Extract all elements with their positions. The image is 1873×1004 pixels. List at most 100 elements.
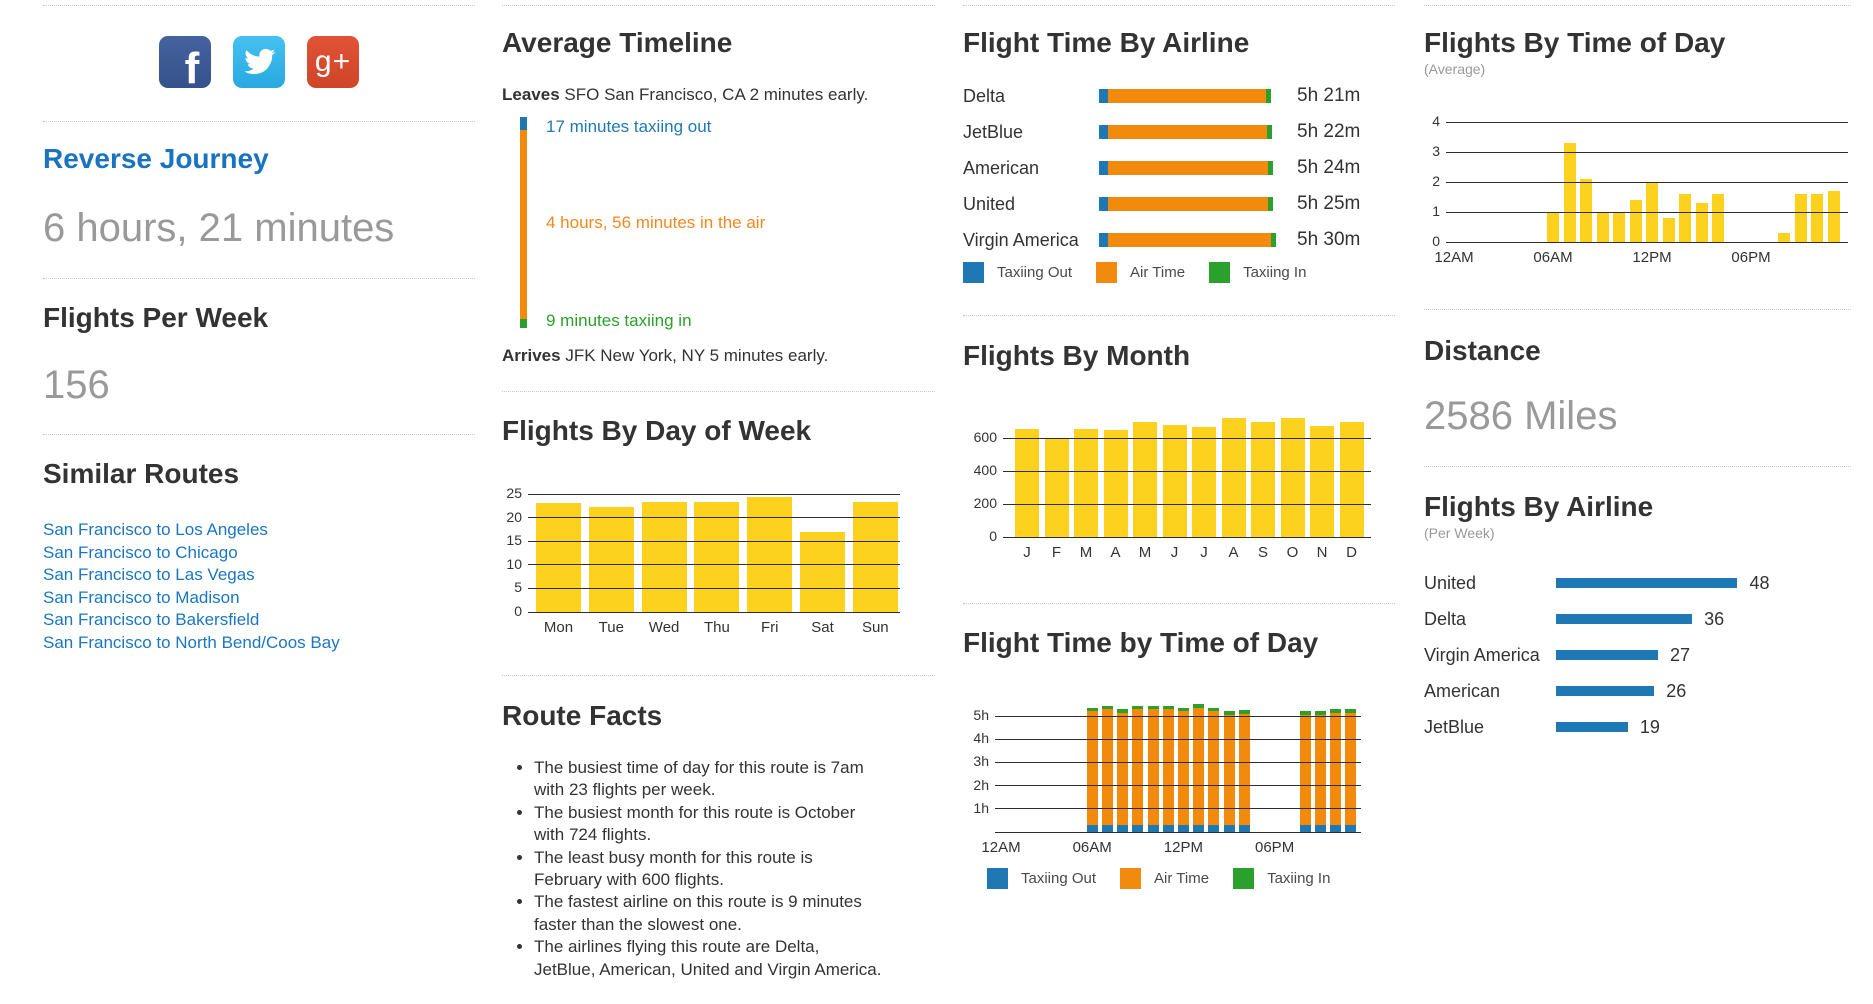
legend-label: Air Time: [1154, 870, 1210, 887]
bar: [1086, 707, 1098, 832]
bar: [1580, 179, 1592, 242]
x-axis-tick-label: A: [1110, 544, 1121, 561]
yellow-bar-segment: [1695, 203, 1708, 242]
taxiing-out-legend-swatch: [963, 262, 984, 283]
average-timeline-graphic: 17 minutes taxiing out 4 hours, 56 minut…: [502, 115, 935, 333]
x-axis-tick-label: Sat: [811, 619, 834, 636]
route-fact-item: The busiest time of day for this route i…: [534, 757, 882, 802]
bar: [1310, 426, 1334, 537]
bar: [1074, 428, 1098, 537]
gridline: [995, 785, 1361, 787]
airline-name-label: Virgin America: [1424, 644, 1540, 665]
facebook-share-icon[interactable]: f: [159, 36, 211, 88]
chart-plot-area: 1h 2h 3h 4h 5h 12AM 06AM 12PM 06PM: [973, 702, 1361, 856]
air-time-segment: [1314, 714, 1326, 826]
similar-route-link[interactable]: San Francisco to Madison: [43, 587, 240, 607]
arrives-line: Arrives JFK New York, NY 5 minutes early…: [502, 345, 935, 366]
taxiing-out-segment: [1099, 233, 1109, 247]
y-axis-tick-label: 25: [506, 485, 522, 501]
flight-time-by-airline-title: Flight Time By Airline: [963, 27, 1250, 58]
yellow-bar-segment: [1778, 233, 1790, 242]
x-axis-tick-label: A: [1228, 544, 1239, 561]
taxiing-out-segment: [1314, 825, 1326, 832]
airline-name-label: American: [1424, 680, 1501, 701]
x-axis-tick-label: J: [1170, 544, 1179, 561]
yellow-bar-segment: [588, 506, 634, 612]
x-axis-tick-label: Fri: [760, 619, 779, 636]
bar: [588, 506, 634, 612]
taxiing-out-segment: [1299, 825, 1311, 832]
x-axis-tick-label: F: [1051, 544, 1062, 561]
similar-route-item: San Francisco to North Bend/Coos Bay: [43, 632, 475, 655]
airline-time-row: United 5h 25m: [963, 186, 1395, 222]
divider: [1424, 5, 1851, 6]
twitter-share-icon[interactable]: [233, 36, 285, 88]
timeline-bar: [520, 117, 527, 328]
similar-route-link[interactable]: San Francisco to North Bend/Coos Bay: [43, 632, 340, 652]
flight-time-value: 5h 22m: [1297, 121, 1361, 142]
bar: [1238, 710, 1250, 832]
similar-route-link[interactable]: San Francisco to Las Vegas: [43, 565, 255, 584]
flights-count-bar: [1556, 722, 1628, 732]
gridline: [1446, 241, 1848, 243]
divider: [1424, 466, 1851, 467]
chart-plot-area: 0 200 400 600 J F M A M J J A S O N D: [974, 415, 1371, 561]
airline-name-label: JetBlue: [1424, 716, 1485, 737]
flights-count-value: 48: [1749, 572, 1770, 593]
taxiing-out-label: 17 minutes taxiing out: [546, 117, 712, 136]
y-axis-tick-label: 10: [506, 555, 522, 572]
taxiing-in-segment: [1329, 709, 1341, 713]
divider: [43, 278, 475, 279]
bar: [1695, 203, 1708, 242]
legend-label: Taxiing Out: [1021, 870, 1097, 887]
bar: [1044, 438, 1069, 537]
air-time-segment: [1108, 161, 1268, 175]
air-time-segment: [1101, 709, 1113, 826]
divider: [963, 315, 1395, 316]
bar: [1193, 704, 1205, 832]
similar-route-link[interactable]: San Francisco to Los Angeles: [43, 520, 268, 539]
y-axis-tick-label: 1: [1432, 203, 1440, 219]
flight-time-by-airline-chart: Delta 5h 21m JetBlue 5h 22m American 5h 24m Un…: [963, 78, 1395, 258]
taxiing-in-segment: [1177, 707, 1189, 712]
divider: [963, 5, 1395, 6]
flights-by-month-title: Flights By Month: [963, 340, 1191, 371]
y-axis-tick-label: 0: [989, 528, 997, 544]
x-axis-tick-label: D: [1346, 544, 1357, 561]
x-axis-tick-label: Mon: [543, 619, 574, 636]
y-axis-tick-label: 5h: [973, 707, 989, 723]
bar: [1314, 711, 1326, 832]
yellow-bar-segment: [1310, 426, 1334, 537]
divider: [43, 434, 475, 435]
legend-item: Taxiing Out: [987, 868, 1096, 889]
yellow-bar-segment: [1547, 212, 1559, 242]
bar: [1147, 705, 1159, 832]
bar: [1162, 705, 1174, 832]
similar-route-link[interactable]: San Francisco to Chicago: [43, 542, 238, 562]
similar-route-item: San Francisco to Las Vegas: [43, 564, 475, 587]
bar: [1345, 709, 1357, 832]
air-time-segment: [1108, 125, 1267, 139]
flights-count-value: 36: [1704, 608, 1725, 629]
bar: [1712, 194, 1724, 242]
yellow-bar-segment: [1280, 417, 1305, 537]
yellow-bar-segment: [800, 532, 845, 612]
route-facts-title: Route Facts: [502, 700, 663, 731]
air-time-segment: [1108, 89, 1267, 103]
legend-item: Taxiing In: [1233, 868, 1330, 889]
googleplus-share-icon[interactable]: g+: [307, 36, 359, 88]
reverse-journey-link[interactable]: Reverse Journey: [43, 143, 269, 174]
airline-name-label: Virgin America: [963, 229, 1079, 250]
flights-by-day-of-week-title: Flights By Day of Week: [502, 415, 812, 446]
yellow-bar-segment: [1629, 200, 1642, 242]
bar: [1117, 709, 1129, 832]
taxiing-in-segment: [1267, 161, 1273, 175]
similar-route-link[interactable]: San Francisco to Bakersfield: [43, 610, 260, 629]
air-time-segment: [1208, 711, 1220, 826]
yellow-bar-segment: [1339, 422, 1364, 537]
flights-count-value: 27: [1670, 644, 1691, 665]
air-time-segment: [520, 130, 527, 319]
taxiing-in-segment: [1268, 197, 1274, 211]
legend-label: Air Time: [1130, 264, 1186, 281]
